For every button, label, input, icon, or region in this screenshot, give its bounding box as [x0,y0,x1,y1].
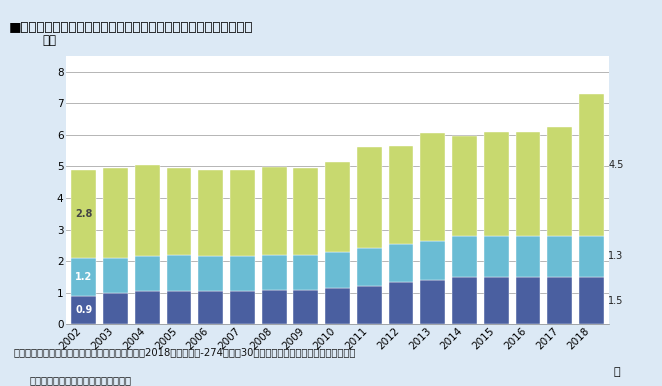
Bar [103,168,128,258]
Bar [516,132,540,236]
Bar [484,277,508,324]
Bar [579,236,604,277]
Text: 資料：科学技術・学術政策研究所「科学技術指标2018」調査資料-274（平成30年８月）及び総務省統計局「科学技術: 資料：科学技術・学術政策研究所「科学技術指标2018」調査資料-274（平成30… [13,347,355,357]
Text: 4.5: 4.5 [608,160,624,170]
Bar [198,291,223,324]
Text: 1.5: 1.5 [608,296,624,306]
Bar [420,240,446,280]
Bar [325,162,350,252]
Text: 1.2: 1.2 [75,272,92,282]
Bar [198,169,223,256]
Bar [452,236,477,277]
Bar [261,167,287,256]
Bar [389,282,414,324]
Bar [198,256,223,291]
Bar [579,94,604,236]
Bar [389,146,414,244]
Bar [452,277,477,324]
Bar [516,277,540,324]
Bar [71,258,96,296]
Text: 0.9: 0.9 [75,305,92,315]
Bar [579,277,604,324]
Bar [293,255,318,290]
Text: 研究調査報告」を基に文部科学省作成: 研究調査報告」を基に文部科学省作成 [30,375,132,385]
Bar [293,168,318,255]
Bar [420,280,446,324]
Bar [484,132,508,236]
Text: 年: 年 [614,367,620,377]
Bar [357,286,382,324]
Bar [261,290,287,324]
Text: 2.8: 2.8 [75,209,92,219]
Bar [547,277,572,324]
Bar [103,293,128,324]
Bar [357,147,382,249]
Bar [103,258,128,293]
Bar [71,169,96,258]
Bar [516,236,540,277]
Bar [325,288,350,324]
Text: 万人: 万人 [42,34,56,46]
Bar [230,256,255,291]
Bar [135,256,160,291]
Text: ■第１－１－１０図／我が国の大学等における研究支援者数の推移: ■第１－１－１０図／我が国の大学等における研究支援者数の推移 [9,21,253,34]
Bar [357,249,382,286]
Bar [452,137,477,236]
Bar [547,236,572,277]
Bar [293,290,318,324]
Bar [135,165,160,256]
Bar [230,291,255,324]
Bar [547,127,572,236]
Bar [135,291,160,324]
Bar [167,255,191,291]
Bar [484,236,508,277]
Bar [389,244,414,282]
Bar [420,133,446,240]
Bar [261,256,287,290]
Bar [167,168,191,255]
Bar [325,252,350,288]
Bar [230,169,255,256]
Bar [167,291,191,324]
Bar [71,296,96,324]
Text: 1.3: 1.3 [608,251,624,261]
